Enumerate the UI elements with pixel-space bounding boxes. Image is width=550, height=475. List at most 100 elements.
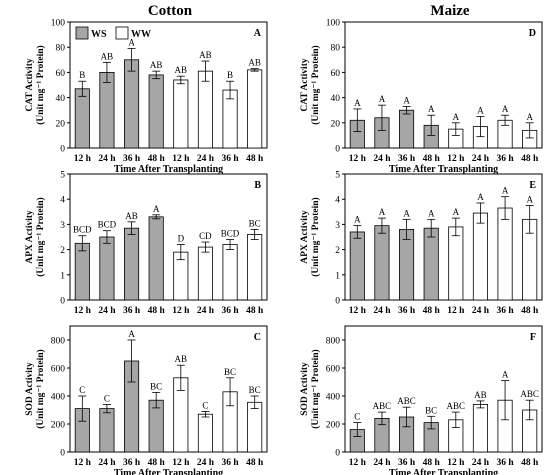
significance-letter: A [403,208,410,218]
x-tick-label: 48 h [423,154,441,164]
significance-letter: AB [474,390,487,400]
y-tick-label: 40 [56,94,66,104]
x-tick-label: 36 h [398,154,416,164]
x-tick-label: 36 h [398,458,416,468]
significance-letter: A [354,98,361,108]
panel-c: 0 200 400 600 800 SOD Activity (Unit mg⁻¹ Prot… [25,325,268,475]
significance-letter: A [502,186,509,196]
x-tick-label: 36 h [123,306,141,316]
y-tick-label: 0 [335,145,340,155]
x-axis-label: Time After Transplanting [114,164,223,175]
y-tick-label: 0 [335,297,340,307]
significance-letter: BCD [73,225,92,235]
y-tick-label: 100 [51,19,66,29]
y-tick-label: 400 [51,393,66,403]
y-axis-label: SOD Activity [25,362,35,416]
y-tick-label: 100 [326,19,341,29]
significance-letter: ABC [397,396,416,406]
x-tick-label: 48 h [521,306,539,316]
bar [247,69,263,149]
x-tick-label: 24 h [197,306,215,316]
y-axis-unit: (Unit mg⁻¹ Protein) [310,349,321,428]
plot-frame [69,21,268,149]
x-tick-label: 48 h [246,154,264,164]
y-tick-label: 600 [326,365,341,375]
bar [423,227,439,301]
x-axis-label: Time After Transplanting [389,164,498,175]
y-tick-label: 60 [56,69,66,79]
x-tick-label: 24 h [373,154,391,164]
x-tick-label: 24 h [98,458,116,468]
bar [148,74,164,149]
significance-letter: ABC [520,389,539,399]
significance-letter: BC [249,385,261,395]
significance-letter: A [128,329,135,339]
x-tick-label: 24 h [373,458,391,468]
legend-label: WS [91,29,107,40]
significance-letter: A [453,207,460,217]
plot-frame [344,173,543,301]
y-tick-label: 5 [335,171,340,181]
significance-letter: A [477,192,484,202]
bar [99,236,115,301]
x-tick-label: 12 h [447,154,465,164]
significance-letter: C [104,393,110,403]
significance-letter: BCD [98,220,117,230]
significance-letter: BC [224,367,236,377]
x-tick-label: 48 h [521,458,539,468]
y-tick-label: 5 [60,171,65,181]
significance-letter: A [379,207,386,217]
significance-letter: AB [175,65,188,75]
legend-swatch [75,26,89,40]
bar [349,231,365,301]
x-tick-label: 24 h [197,154,215,164]
y-tick-label: 200 [326,421,341,431]
y-tick-label: 2 [60,246,65,256]
x-tick-label: 12 h [349,306,367,316]
bar [497,207,513,301]
significance-letter: AB [248,58,261,68]
x-tick-label: 48 h [148,458,166,468]
significance-letter: AB [175,354,188,364]
plot-frame [344,325,543,453]
significance-letter: CD [199,231,212,241]
bar [472,212,488,301]
bar [124,227,140,301]
x-tick-label: 48 h [423,458,441,468]
y-tick-label: 0 [335,449,340,459]
panel-letter: C [254,332,261,343]
significance-letter: A [354,215,361,225]
significance-letter: A [128,37,135,47]
significance-letter: ABC [447,401,466,411]
significance-letter: C [354,412,360,422]
y-tick-label: 80 [331,44,341,54]
x-tick-label: 12 h [74,306,92,316]
significance-letter: A [153,204,160,214]
x-tick-label: 12 h [74,154,92,164]
y-tick-label: 800 [326,337,341,347]
y-tick-label: 60 [331,69,341,79]
y-axis-unit: (Unit mg⁻¹ Protein) [35,197,46,276]
column-title-maize: Maize [430,3,469,19]
bar [99,408,115,453]
significance-letter: A [403,95,410,105]
bar [173,79,189,149]
y-axis-label: APX Activity [300,210,310,264]
y-axis-unit: (Unit mg⁻¹ Protein) [35,349,46,428]
x-tick-label: 12 h [172,306,190,316]
bar [74,242,90,301]
significance-letter: A [526,112,533,122]
y-tick-label: 3 [335,221,340,231]
significance-letter: BC [150,382,162,392]
y-tick-label: 20 [56,119,66,129]
x-tick-label: 48 h [148,306,166,316]
y-tick-label: 800 [51,337,66,347]
x-tick-label: 24 h [472,458,490,468]
x-tick-label: 36 h [221,306,239,316]
significance-letter: A [379,94,386,104]
panel-letter: E [529,180,536,191]
bar [197,246,213,301]
x-axis-label: Time After Transplanting [114,468,223,475]
significance-letter: A [477,106,484,116]
